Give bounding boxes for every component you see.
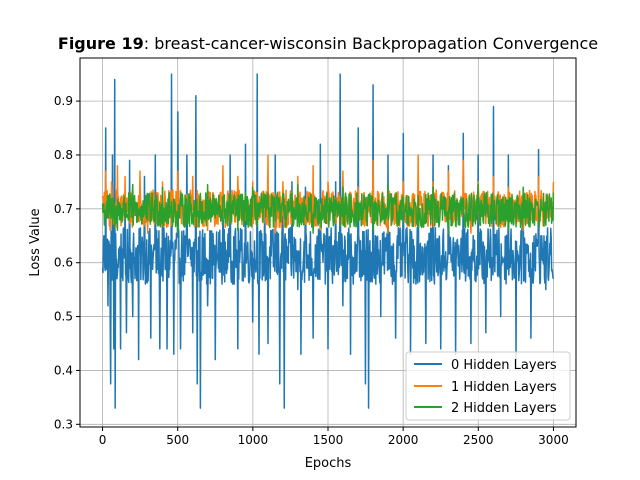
axis-ticks: 0 500 1000 1500 2000 2500 3000 0.3 0.4 0.5 0.6 0.7 0…: [54, 94, 569, 447]
chart-title-prefix: Figure 19: [58, 34, 144, 53]
legend-label-2-hidden: 2 Hidden Layers: [451, 401, 557, 416]
x-tick-label: 500: [166, 433, 189, 447]
y-tick-label: 0.9: [54, 94, 73, 108]
y-tick-label: 0.5: [54, 310, 73, 324]
x-tick-label: 2500: [463, 433, 494, 447]
y-tick-label: 0.8: [54, 148, 73, 162]
y-tick-label: 0.6: [54, 256, 73, 270]
legend-box: [405, 351, 571, 421]
x-tick-label: 0: [99, 433, 107, 447]
x-tick-label: 2000: [388, 433, 419, 447]
x-tick-label: 1000: [238, 433, 269, 447]
y-tick-label: 0.4: [54, 363, 73, 377]
y-axis-label: Loss Value: [28, 208, 43, 276]
x-tick-label: 1500: [313, 433, 344, 447]
x-tick-label: 3000: [538, 433, 569, 447]
legend-label-1-hidden: 1 Hidden Layers: [451, 380, 557, 395]
chart-title-rest: : breast-cancer-wisconsin Backpropagatio…: [144, 34, 598, 53]
legend: 0 Hidden Layers 1 Hidden Layers 2 Hidden…: [405, 351, 571, 421]
y-tick-label: 0.7: [54, 202, 73, 216]
series-lines: [101, 73, 555, 409]
chart-title: Figure 19: breast-cancer-wisconsin Backp…: [58, 34, 598, 53]
y-tick-label: 0.3: [54, 417, 73, 431]
x-axis-label: Epochs: [305, 456, 352, 471]
legend-label-0-hidden: 0 Hidden Layers: [451, 358, 557, 373]
series-line-2-hidden-layers: [101, 183, 555, 234]
